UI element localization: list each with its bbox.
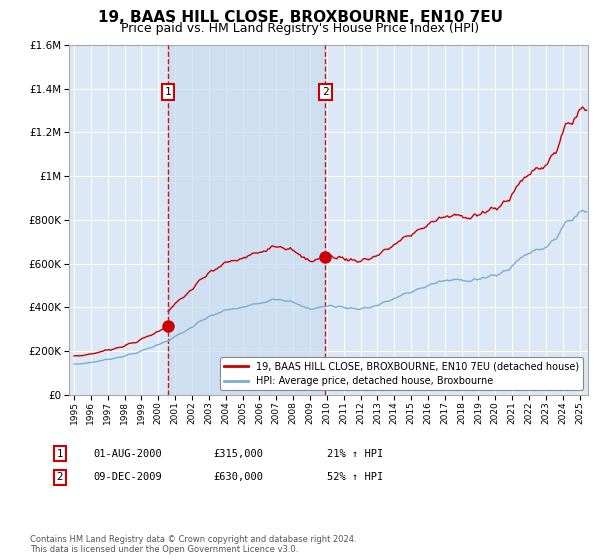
Legend: 19, BAAS HILL CLOSE, BROXBOURNE, EN10 7EU (detached house), HPI: Average price, : 19, BAAS HILL CLOSE, BROXBOURNE, EN10 7E…: [220, 357, 583, 390]
Text: 19, BAAS HILL CLOSE, BROXBOURNE, EN10 7EU: 19, BAAS HILL CLOSE, BROXBOURNE, EN10 7E…: [97, 10, 503, 25]
Text: 2: 2: [322, 87, 329, 97]
Text: 01-AUG-2000: 01-AUG-2000: [93, 449, 162, 459]
Text: 1: 1: [56, 449, 64, 459]
Text: 2: 2: [56, 472, 64, 482]
Text: 09-DEC-2009: 09-DEC-2009: [93, 472, 162, 482]
Text: Price paid vs. HM Land Registry's House Price Index (HPI): Price paid vs. HM Land Registry's House …: [121, 22, 479, 35]
Text: Contains HM Land Registry data © Crown copyright and database right 2024.
This d: Contains HM Land Registry data © Crown c…: [30, 535, 356, 554]
Text: £315,000: £315,000: [213, 449, 263, 459]
Text: 21% ↑ HPI: 21% ↑ HPI: [327, 449, 383, 459]
Bar: [168, 45, 325, 395]
Text: £630,000: £630,000: [213, 472, 263, 482]
Text: 52% ↑ HPI: 52% ↑ HPI: [327, 472, 383, 482]
Text: 1: 1: [165, 87, 172, 97]
